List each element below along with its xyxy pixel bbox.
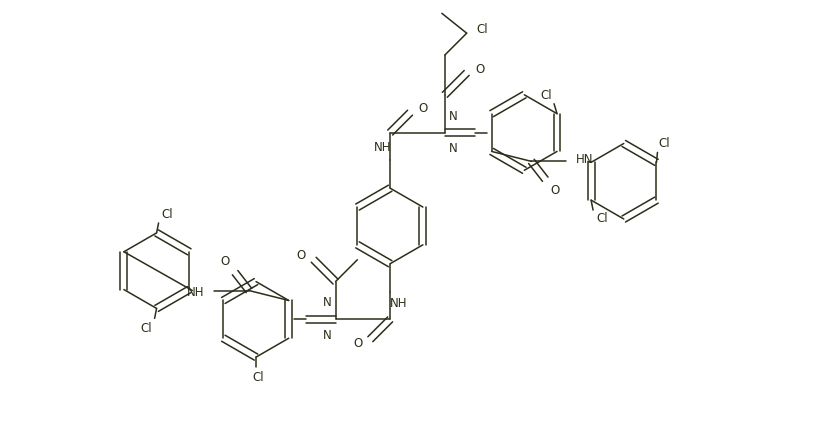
Text: N: N xyxy=(323,296,332,310)
Text: Cl: Cl xyxy=(252,371,263,384)
Text: N: N xyxy=(448,109,456,123)
Text: O: O xyxy=(221,255,230,268)
Text: N: N xyxy=(323,329,332,342)
Text: Cl: Cl xyxy=(476,23,487,36)
Text: O: O xyxy=(353,337,362,350)
Text: O: O xyxy=(417,102,426,115)
Text: Cl: Cl xyxy=(161,208,173,221)
Text: O: O xyxy=(549,184,558,197)
Text: HN: HN xyxy=(575,153,593,166)
Text: Cl: Cl xyxy=(540,89,552,102)
Text: NH: NH xyxy=(373,141,390,154)
Text: Cl: Cl xyxy=(658,137,670,150)
Text: O: O xyxy=(296,249,305,262)
Text: NH: NH xyxy=(186,286,204,299)
Text: O: O xyxy=(475,64,484,76)
Text: N: N xyxy=(448,143,456,156)
Text: NH: NH xyxy=(389,297,406,310)
Text: Cl: Cl xyxy=(595,212,607,225)
Text: Cl: Cl xyxy=(140,322,151,335)
